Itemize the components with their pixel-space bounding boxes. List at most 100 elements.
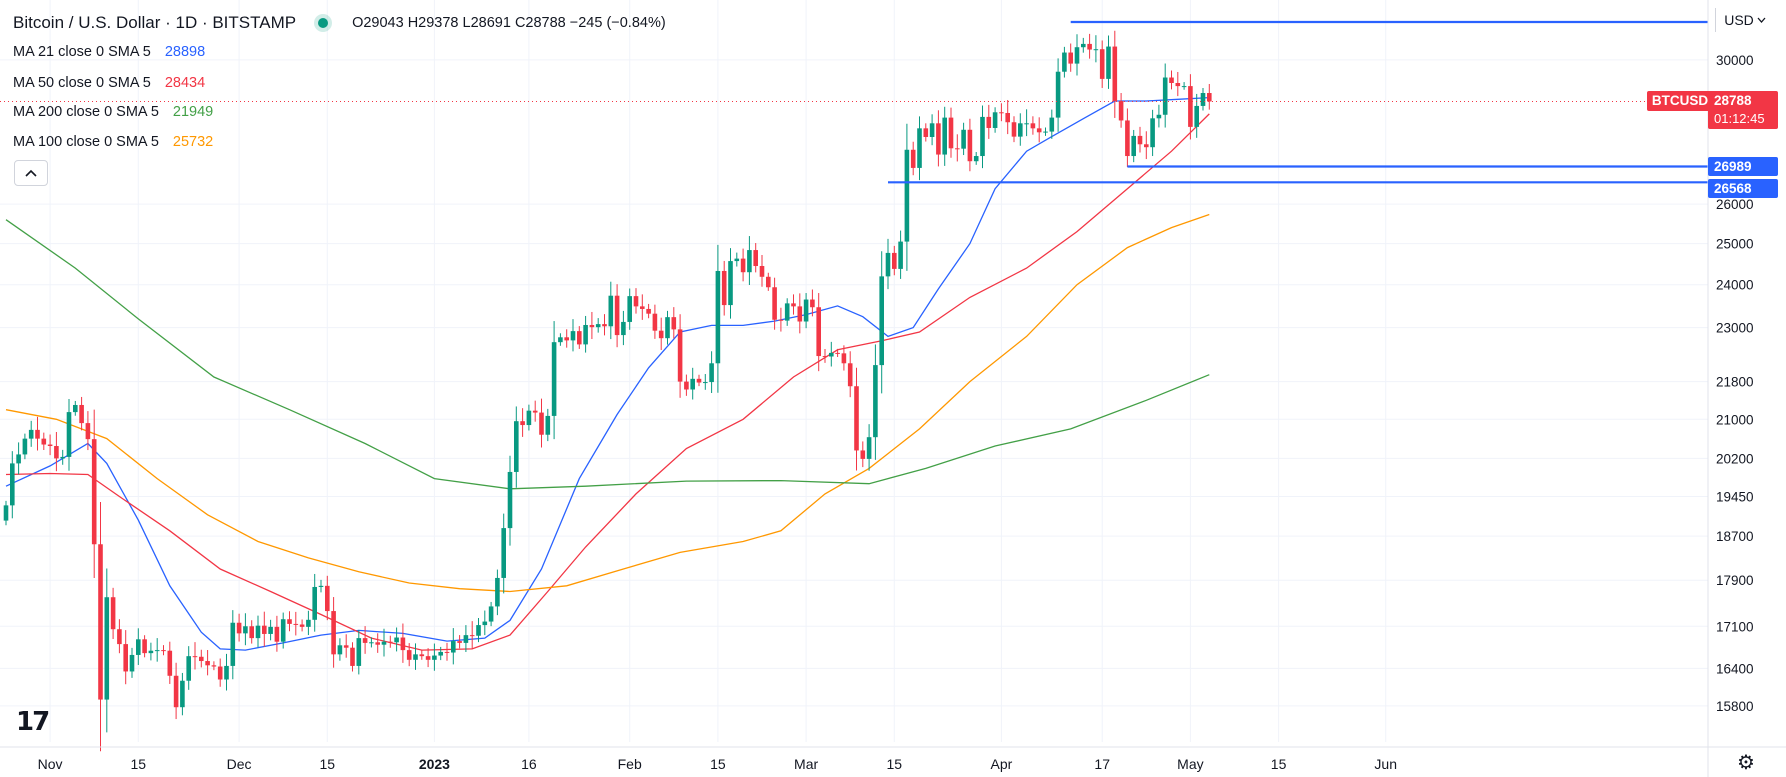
candle	[1194, 93, 1199, 138]
candle	[356, 629, 362, 675]
price-tick-label: 16400	[1716, 661, 1754, 676]
candle	[992, 107, 998, 133]
indicator-ma21[interactable]: MA 21 close 0 SMA 5 28898	[13, 44, 205, 60]
candle	[381, 628, 387, 657]
level-tag-26568[interactable]: 26568	[1708, 179, 1778, 198]
price-tick-label: 24000	[1716, 278, 1754, 293]
indicator-label: MA 50 close 0 SMA 5	[13, 75, 151, 91]
candle	[1188, 74, 1193, 140]
candle	[400, 623, 406, 663]
candle	[1181, 82, 1187, 90]
candle	[1074, 34, 1080, 76]
symbol-title[interactable]: Bitcoin / U.S. Dollar · 1D · BITSTAMP	[13, 13, 297, 32]
candle	[973, 152, 979, 165]
candle	[1093, 35, 1099, 63]
candle	[1125, 108, 1130, 167]
candle	[425, 648, 431, 668]
horizontal-levels[interactable]	[0, 20, 1708, 184]
time-tick-label: 15	[887, 756, 903, 772]
candle	[866, 424, 872, 471]
chevron-up-icon	[25, 169, 37, 177]
candle	[369, 637, 374, 648]
indicator-label: MA 21 close 0 SMA 5	[13, 44, 151, 60]
candle	[432, 643, 437, 671]
candle	[1118, 93, 1124, 128]
candle	[243, 613, 248, 646]
candle	[85, 411, 91, 451]
last-price-value: 28788	[1714, 93, 1752, 108]
time-tick-label: 15	[1271, 756, 1287, 772]
candle	[898, 230, 903, 279]
candle	[810, 289, 815, 317]
candle	[1087, 33, 1092, 59]
candle	[595, 318, 601, 333]
candle	[142, 635, 147, 658]
candle	[388, 635, 393, 648]
candle	[514, 406, 519, 488]
candle	[262, 611, 267, 647]
candle	[910, 141, 916, 176]
time-tick-label: Feb	[618, 756, 642, 772]
candle	[766, 272, 771, 291]
candle	[1169, 70, 1174, 90]
candle	[224, 653, 229, 691]
candle	[967, 118, 973, 172]
symbol-tag: BTCUSD	[1647, 91, 1713, 111]
candle	[999, 103, 1004, 122]
candle	[753, 243, 758, 273]
candle	[759, 254, 765, 287]
candle	[91, 409, 97, 579]
ma-line	[5, 219, 1210, 490]
candle	[1068, 43, 1073, 72]
candle	[1131, 129, 1136, 163]
price-tick-label: 20200	[1716, 451, 1754, 466]
candle	[829, 341, 834, 367]
indicator-label: MA 100 close 0 SMA 5	[13, 134, 159, 150]
candle	[841, 345, 847, 371]
candle	[1200, 87, 1206, 111]
candle	[41, 432, 47, 450]
candle	[564, 329, 569, 348]
candle	[1144, 131, 1149, 160]
candle	[104, 568, 110, 733]
indicator-ma50[interactable]: MA 50 close 0 SMA 5 28434	[13, 75, 205, 91]
time-tick-label: Nov	[38, 756, 63, 772]
indicator-ma200[interactable]: MA 200 close 0 SMA 5 21949	[13, 104, 213, 120]
candle	[1030, 116, 1036, 135]
price-tick-label: 25000	[1716, 237, 1754, 252]
tradingview-logo[interactable]: 17	[16, 707, 50, 737]
indicator-value: 21949	[172, 104, 214, 120]
candle	[671, 307, 677, 339]
candle	[551, 321, 557, 440]
collapse-legend-button[interactable]	[14, 160, 48, 186]
candle	[835, 348, 840, 357]
time-tick-label: Jun	[1374, 756, 1397, 772]
candle	[822, 349, 828, 363]
ohlc-values: O29043 H29378 L28691 C28788 −245 (−0.84%…	[352, 15, 666, 31]
candle	[961, 122, 966, 156]
candle	[1055, 58, 1061, 132]
candle	[54, 432, 59, 472]
candle	[1137, 126, 1143, 153]
candle	[1175, 71, 1181, 97]
candle	[444, 642, 450, 661]
candle	[816, 293, 821, 372]
level-tag-26989[interactable]: 26989	[1708, 157, 1778, 176]
candle	[715, 244, 721, 393]
gear-icon[interactable]: ⚙	[1737, 752, 1755, 774]
candle	[1156, 104, 1162, 128]
ma-line	[5, 213, 1210, 593]
indicator-ma100[interactable]: MA 100 close 0 SMA 5 25732	[13, 134, 213, 150]
candle	[728, 248, 733, 319]
candle	[117, 619, 122, 654]
candle	[734, 252, 740, 267]
currency-selector[interactable]: USD	[1715, 8, 1774, 32]
candle	[230, 610, 236, 680]
candle	[167, 641, 173, 684]
candle	[740, 248, 746, 282]
candle	[570, 319, 576, 352]
ma-line	[5, 96, 1210, 651]
candle	[709, 351, 714, 394]
candle	[287, 611, 292, 632]
